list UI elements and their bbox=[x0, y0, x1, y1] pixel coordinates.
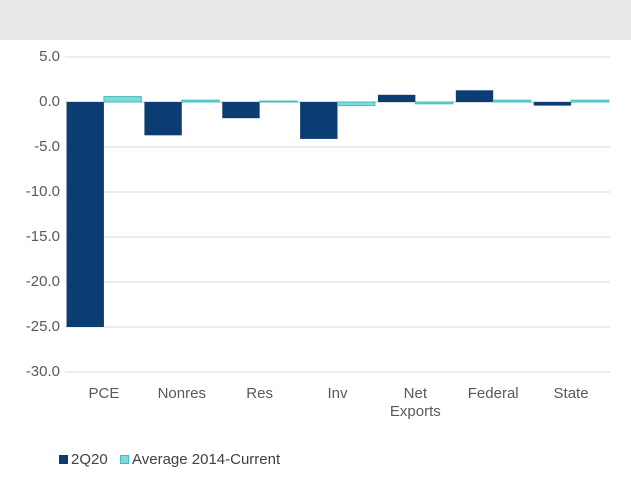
y-tick-label: -15.0 bbox=[26, 228, 60, 245]
y-tick-label: -5.0 bbox=[34, 138, 60, 155]
bar bbox=[103, 96, 142, 103]
legend-item: Average 2014-Current bbox=[120, 451, 280, 468]
y-tick-label: -25.0 bbox=[26, 318, 60, 335]
x-tick-label: Nonres bbox=[157, 385, 206, 402]
y-tick-label: -30.0 bbox=[26, 363, 60, 380]
x-tick-label: Federal bbox=[467, 385, 519, 402]
bar bbox=[259, 100, 298, 103]
x-tick-label: Inv bbox=[327, 385, 348, 402]
header-bar bbox=[0, 0, 631, 40]
y-tick-label: -20.0 bbox=[26, 273, 60, 290]
legend-swatch bbox=[59, 455, 68, 464]
legend-label: 2Q20 bbox=[71, 451, 108, 468]
y-tick-label: -10.0 bbox=[26, 183, 60, 200]
bar bbox=[377, 94, 416, 102]
bar bbox=[455, 90, 494, 102]
x-tick-label: PCE bbox=[88, 385, 120, 402]
x-tick-label: State bbox=[553, 385, 589, 402]
bar bbox=[492, 99, 532, 103]
legend-swatch bbox=[120, 455, 129, 464]
x-tick-label: Net Exports bbox=[389, 385, 441, 420]
bar bbox=[300, 102, 338, 139]
y-tick-label: 5.0 bbox=[39, 48, 60, 65]
bar bbox=[222, 102, 260, 119]
bar bbox=[337, 101, 376, 107]
y-tick-label: 0.0 bbox=[39, 93, 60, 110]
bar bbox=[144, 102, 182, 136]
bar bbox=[66, 102, 104, 327]
bar bbox=[570, 99, 609, 103]
legend-item: 2Q20 bbox=[59, 451, 108, 468]
bar bbox=[533, 102, 572, 106]
bar bbox=[181, 99, 220, 103]
legend-label: Average 2014-Current bbox=[132, 451, 281, 468]
bar bbox=[414, 101, 454, 105]
x-tick-label: Res bbox=[246, 385, 273, 402]
